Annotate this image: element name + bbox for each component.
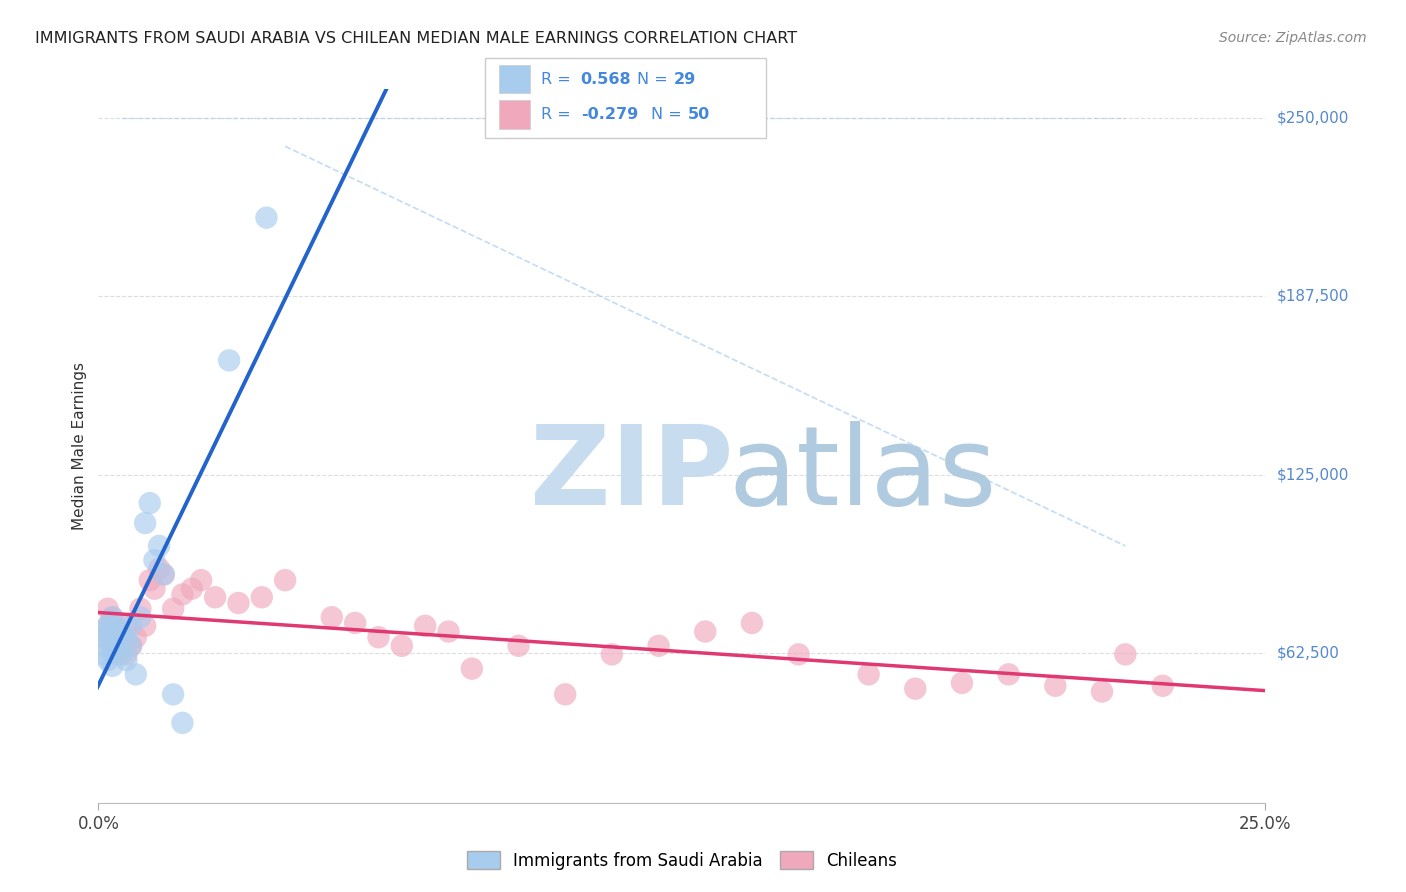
Point	[148, 539, 170, 553]
Point	[115, 653, 138, 667]
Point	[111, 648, 134, 662]
Text: IMMIGRANTS FROM SAUDI ARABIA VS CHILEAN MEDIAN MALE EARNINGS CORRELATION CHART: IMMIGRANTS FROM SAUDI ARABIA VS CHILEAN …	[35, 31, 797, 46]
Text: $187,500: $187,500	[1277, 289, 1348, 303]
Point	[367, 630, 389, 644]
Text: $125,000: $125,000	[1277, 467, 1348, 482]
Point	[162, 687, 184, 701]
Point	[741, 615, 763, 630]
Text: N =: N =	[637, 71, 673, 87]
Legend: Immigrants from Saudi Arabia, Chileans: Immigrants from Saudi Arabia, Chileans	[460, 845, 904, 877]
Point	[204, 591, 226, 605]
Text: $250,000: $250,000	[1277, 111, 1348, 125]
Text: $62,500: $62,500	[1277, 646, 1340, 660]
Point	[101, 624, 124, 639]
Point	[101, 658, 124, 673]
Point	[256, 211, 278, 225]
Point	[997, 667, 1019, 681]
Point	[91, 624, 114, 639]
Point	[695, 624, 717, 639]
Point	[391, 639, 413, 653]
Point	[139, 496, 162, 510]
Point	[129, 601, 152, 615]
Point	[647, 639, 669, 653]
Point	[461, 662, 484, 676]
Point	[139, 573, 162, 587]
Point	[101, 610, 124, 624]
Point	[115, 619, 138, 633]
Point	[787, 648, 810, 662]
Point	[101, 639, 124, 653]
Point	[143, 553, 166, 567]
Text: 0.568: 0.568	[581, 71, 631, 87]
Point	[600, 648, 623, 662]
Text: Source: ZipAtlas.com: Source: ZipAtlas.com	[1219, 31, 1367, 45]
Point	[172, 715, 194, 730]
Point	[129, 610, 152, 624]
Point	[91, 630, 114, 644]
Point	[190, 573, 212, 587]
Point	[152, 567, 174, 582]
Point	[218, 353, 240, 368]
Text: 29: 29	[673, 71, 696, 87]
Point	[97, 619, 120, 633]
Point	[904, 681, 927, 696]
Point	[111, 624, 134, 639]
Point	[101, 610, 124, 624]
Point	[101, 644, 124, 658]
Point	[105, 648, 128, 662]
Point	[105, 630, 128, 644]
Point	[413, 619, 436, 633]
Point	[858, 667, 880, 681]
Point	[274, 573, 297, 587]
Point	[97, 619, 120, 633]
Point	[134, 619, 156, 633]
Point	[148, 562, 170, 576]
Point	[115, 633, 138, 648]
Point	[508, 639, 530, 653]
Text: R =: R =	[541, 107, 576, 122]
Point	[180, 582, 202, 596]
Point	[950, 676, 973, 690]
Point	[172, 587, 194, 601]
Point	[344, 615, 367, 630]
Y-axis label: Median Male Earnings: Median Male Earnings	[72, 362, 87, 530]
Point	[125, 630, 148, 644]
Point	[91, 648, 114, 662]
Point	[228, 596, 250, 610]
Point	[105, 630, 128, 644]
Point	[120, 619, 142, 633]
Point	[125, 667, 148, 681]
Point	[554, 687, 576, 701]
Point	[321, 610, 343, 624]
Point	[101, 619, 124, 633]
Point	[115, 648, 138, 662]
Point	[1152, 679, 1174, 693]
Text: -0.279: -0.279	[581, 107, 638, 122]
Point	[97, 653, 120, 667]
Point	[111, 624, 134, 639]
Text: atlas: atlas	[728, 421, 997, 528]
Point	[152, 567, 174, 582]
Point	[143, 582, 166, 596]
Point	[1045, 679, 1067, 693]
Point	[1114, 648, 1136, 662]
Point	[134, 516, 156, 530]
Point	[120, 639, 142, 653]
Text: ZIP: ZIP	[530, 421, 734, 528]
Text: N =: N =	[651, 107, 688, 122]
Text: 50: 50	[688, 107, 710, 122]
Point	[250, 591, 273, 605]
Point	[97, 601, 120, 615]
Point	[437, 624, 460, 639]
Point	[105, 639, 128, 653]
Point	[91, 639, 114, 653]
Point	[1091, 684, 1114, 698]
Point	[97, 630, 120, 644]
Point	[162, 601, 184, 615]
Text: R =: R =	[541, 71, 576, 87]
Point	[111, 639, 134, 653]
Point	[120, 639, 142, 653]
